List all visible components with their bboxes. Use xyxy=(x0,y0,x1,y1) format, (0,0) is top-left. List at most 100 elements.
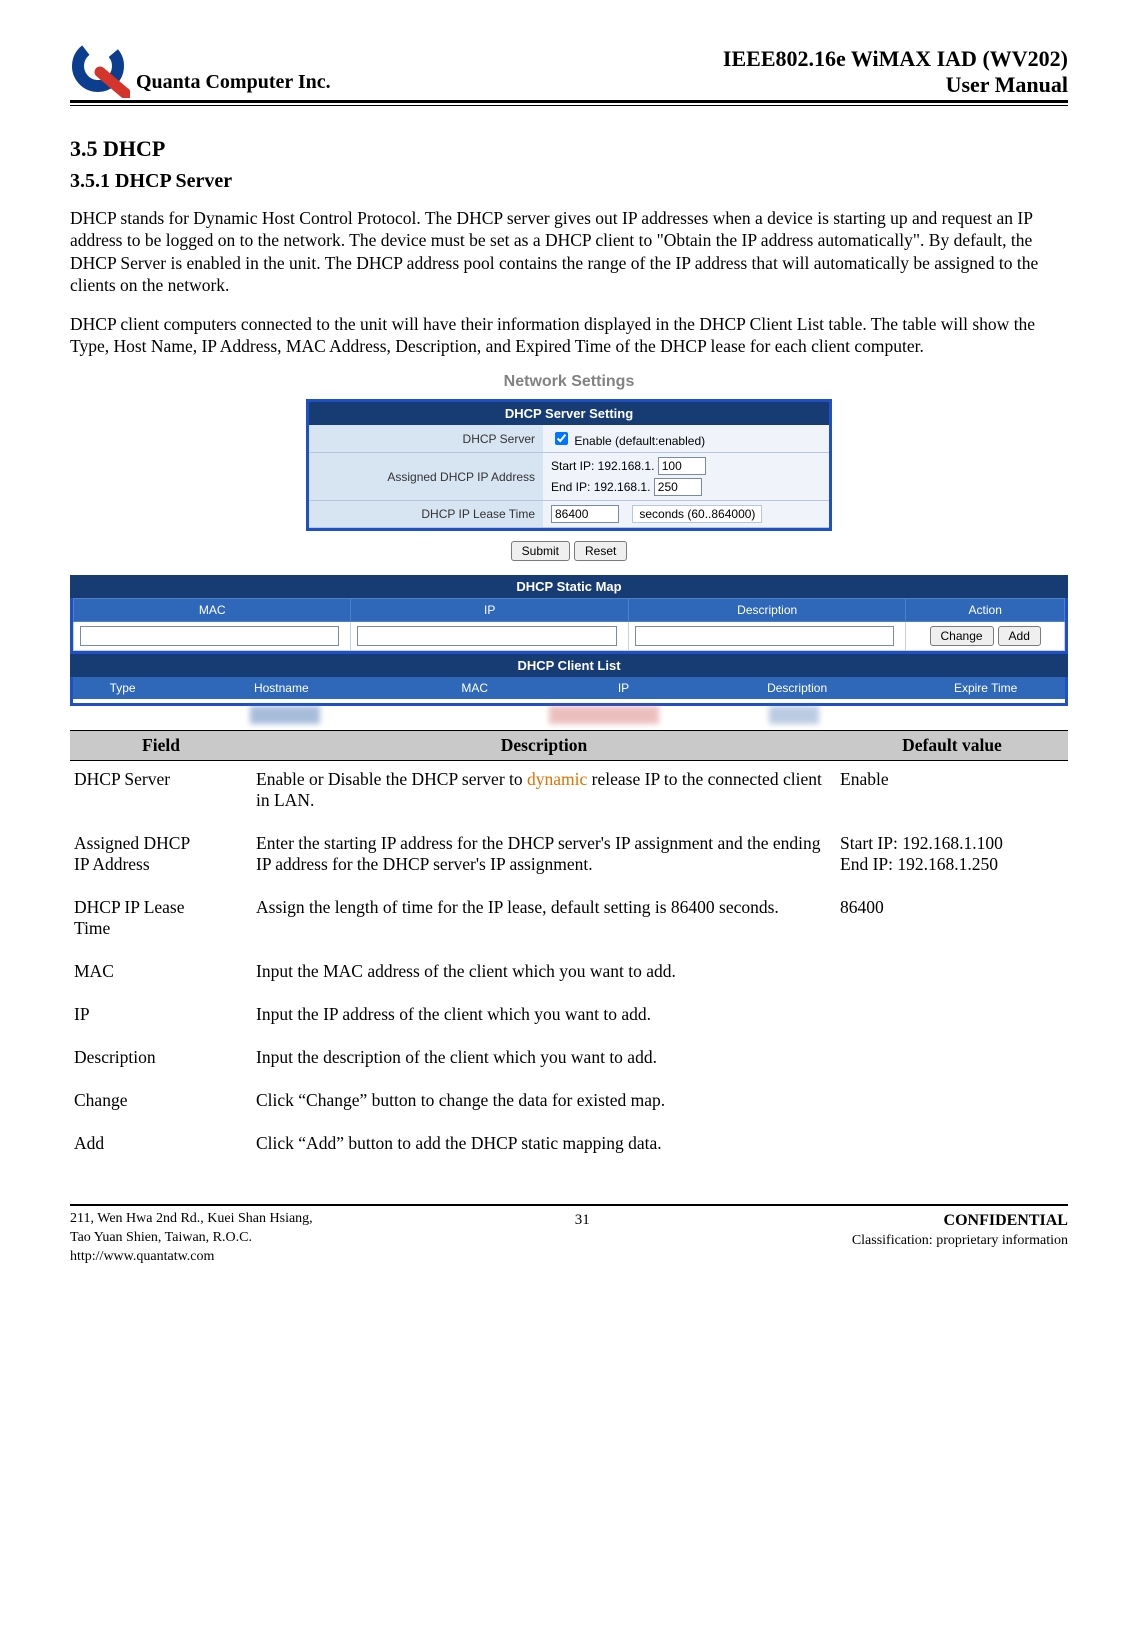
static-map-mac-input[interactable] xyxy=(80,626,339,646)
fdt-desc: Input the description of the client whic… xyxy=(252,1039,836,1082)
fdt-desc: Click “Add” button to add the DHCP stati… xyxy=(252,1125,836,1168)
fdt-desc: Enable or Disable the DHCP server to dyn… xyxy=(252,761,836,826)
footer-addr1: 211, Wen Hwa 2nd Rd., Kuei Shan Hsiang, xyxy=(70,1210,313,1229)
start-ip-prefix: Start IP: 192.168.1. xyxy=(551,459,654,473)
footer-classification: Classification: proprietary information xyxy=(852,1232,1068,1251)
brand-text: Quanta Computer Inc. xyxy=(136,71,331,98)
table-row: Description Input the description of the… xyxy=(70,1039,1068,1082)
fdt-desc: Click “Change” button to change the data… xyxy=(252,1082,836,1125)
footer-addr2: Tao Yuan Shien, Taiwan, R.O.C. xyxy=(70,1229,313,1248)
footer-confidential: CONFIDENTIAL xyxy=(852,1210,1068,1232)
client-col-desc: Description xyxy=(688,677,906,699)
table-row: MAC Input the MAC address of the client … xyxy=(70,953,1068,996)
client-col-mac: MAC xyxy=(390,677,559,699)
dhcp-server-value-cell: Enable (default:enabled) xyxy=(543,425,829,453)
fdt-field: Add xyxy=(70,1125,252,1168)
table-row: Change Click “Change” button to change t… xyxy=(70,1082,1068,1125)
subsection-heading: 3.5.1 DHCP Server xyxy=(70,170,1068,193)
fdt-def xyxy=(836,953,1068,996)
footer-page-number: 31 xyxy=(575,1210,590,1267)
fdt-def xyxy=(836,996,1068,1039)
lease-time-cell: seconds (60..864000) xyxy=(543,501,829,528)
end-ip-input[interactable] xyxy=(654,478,702,496)
fdt-field: DHCP Server xyxy=(70,761,252,826)
client-list-table: Type Hostname MAC IP Description Expire … xyxy=(73,677,1065,699)
table-row: DHCP IP LeaseTime Assign the length of t… xyxy=(70,889,1068,953)
client-list-frame: Type Hostname MAC IP Description Expire … xyxy=(70,677,1068,706)
page-footer: 211, Wen Hwa 2nd Rd., Kuei Shan Hsiang, … xyxy=(70,1206,1068,1267)
network-settings-title: Network Settings xyxy=(70,373,1068,391)
fdt-def xyxy=(836,1082,1068,1125)
fdt-desc: Enter the starting IP address for the DH… xyxy=(252,825,836,889)
footer-url: http://www.quantatw.com xyxy=(70,1248,313,1267)
header-rule xyxy=(70,105,1068,106)
table-row: Add Click “Add” button to add the DHCP s… xyxy=(70,1125,1068,1168)
fdt-def: 86400 xyxy=(836,889,1068,953)
assigned-ip-cell: Start IP: 192.168.1. End IP: 192.168.1. xyxy=(543,453,829,501)
fdt-field: MAC xyxy=(70,953,252,996)
static-map-col-action: Action xyxy=(906,599,1065,622)
fdt-desc: Input the IP address of the client which… xyxy=(252,996,836,1039)
fdt-desc: Input the MAC address of the client whic… xyxy=(252,953,836,996)
dhcp-enable-checkbox[interactable] xyxy=(555,432,568,445)
reset-button[interactable]: Reset xyxy=(574,541,627,561)
field-description-table: Field Description Default value DHCP Ser… xyxy=(70,730,1068,1168)
client-col-host: Hostname xyxy=(172,677,390,699)
dhcp-server-label: DHCP Server xyxy=(309,425,543,453)
fdt-field: Assigned DHCPIP Address xyxy=(70,825,252,889)
static-map-ip-input[interactable] xyxy=(357,626,616,646)
doc-title-line2: User Manual xyxy=(723,72,1068,98)
fdt-field: IP xyxy=(70,996,252,1039)
start-ip-input[interactable] xyxy=(658,457,706,475)
fdt-head-desc: Description xyxy=(252,731,836,761)
footer-right: CONFIDENTIAL Classification: proprietary… xyxy=(852,1210,1068,1267)
fdt-head-def: Default value xyxy=(836,731,1068,761)
client-list-header: DHCP Client List xyxy=(70,654,1068,677)
dhcp-server-setting-frame: DHCP Server Setting DHCP Server Enable (… xyxy=(306,399,832,531)
lease-time-label: DHCP IP Lease Time xyxy=(309,501,543,528)
quanta-logo-icon xyxy=(70,40,130,98)
lease-time-input[interactable] xyxy=(551,505,619,523)
static-map-col-ip: IP xyxy=(351,599,628,622)
static-map-header: DHCP Static Map xyxy=(70,575,1068,598)
brand-block: Quanta Computer Inc. xyxy=(70,40,331,98)
table-row: Assigned DHCPIP Address Enter the starti… xyxy=(70,825,1068,889)
client-col-exp: Expire Time xyxy=(906,677,1065,699)
fdt-desc: Assign the length of time for the IP lea… xyxy=(252,889,836,953)
intro-paragraph-2: DHCP client computers connected to the u… xyxy=(70,313,1068,358)
fdt-field: DHCP IP LeaseTime xyxy=(70,889,252,953)
table-row: DHCP Server Enable or Disable the DHCP s… xyxy=(70,761,1068,826)
static-map-desc-input[interactable] xyxy=(635,626,894,646)
static-map-table: MAC IP Description Action Change Add xyxy=(73,598,1065,651)
redacted-strip xyxy=(70,706,1068,724)
static-map-col-desc: Description xyxy=(628,599,905,622)
submit-reset-row: Submit Reset xyxy=(70,541,1068,561)
fdt-def xyxy=(836,1039,1068,1082)
static-map-frame: MAC IP Description Action Change Add xyxy=(70,598,1068,654)
lease-time-suffix: seconds (60..864000) xyxy=(632,505,762,523)
fdt-def: Start IP: 192.168.1.100End IP: 192.168.1… xyxy=(836,825,1068,889)
fdt-head-field: Field xyxy=(70,731,252,761)
dhcp-enable-text: Enable (default:enabled) xyxy=(574,434,705,448)
doc-title-line1: IEEE802.16e WiMAX IAD (WV202) xyxy=(723,46,1068,72)
dhcp-server-setting-header: DHCP Server Setting xyxy=(309,402,829,425)
intro-paragraph-1: DHCP stands for Dynamic Host Control Pro… xyxy=(70,207,1068,297)
fdt-field: Description xyxy=(70,1039,252,1082)
assigned-ip-label: Assigned DHCP IP Address xyxy=(309,453,543,501)
static-map-change-button[interactable]: Change xyxy=(930,626,994,646)
end-ip-prefix: End IP: 192.168.1. xyxy=(551,480,650,494)
fdt-def: Enable xyxy=(836,761,1068,826)
doc-title: IEEE802.16e WiMAX IAD (WV202) User Manua… xyxy=(723,46,1068,98)
static-map-row: Change Add xyxy=(74,622,1065,651)
static-map-add-button[interactable]: Add xyxy=(998,626,1041,646)
client-col-type: Type xyxy=(73,677,172,699)
table-row: IP Input the IP address of the client wh… xyxy=(70,996,1068,1039)
section-heading: 3.5 DHCP xyxy=(70,136,1068,162)
submit-button[interactable]: Submit xyxy=(511,541,570,561)
fdt-field: Change xyxy=(70,1082,252,1125)
page-header: Quanta Computer Inc. IEEE802.16e WiMAX I… xyxy=(70,40,1068,103)
footer-left: 211, Wen Hwa 2nd Rd., Kuei Shan Hsiang, … xyxy=(70,1210,313,1267)
static-map-col-mac: MAC xyxy=(74,599,351,622)
fdt-def xyxy=(836,1125,1068,1168)
dhcp-server-setting-table: DHCP Server Enable (default:enabled) Ass… xyxy=(309,425,829,528)
